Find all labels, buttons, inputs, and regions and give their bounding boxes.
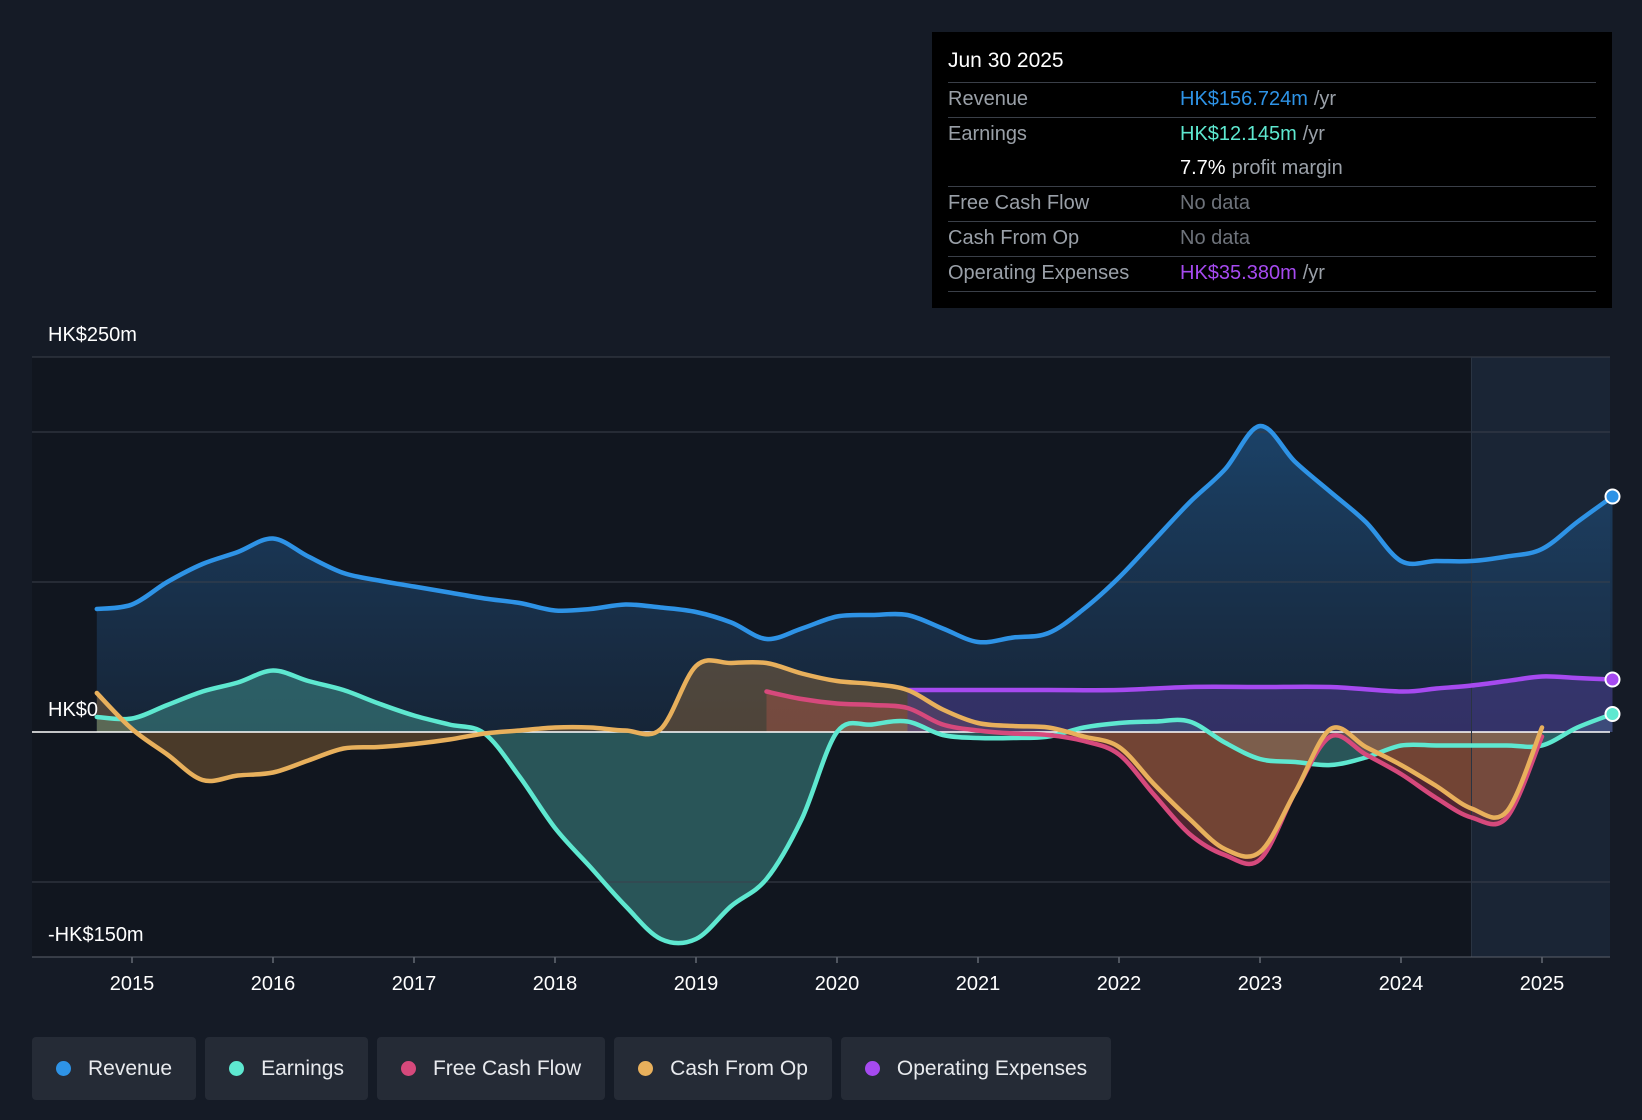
legend-label: Revenue <box>88 1056 173 1080</box>
x-tick-label: 2025 <box>1520 973 1565 995</box>
legend-dot-icon <box>400 1061 416 1076</box>
series-end-marker <box>1604 706 1621 722</box>
legend-item-revenue[interactable]: Revenue <box>32 1037 197 1100</box>
x-tick-label: 2020 <box>815 973 860 995</box>
series-line-free-cash-flow <box>764 689 1545 867</box>
legend-item-operating-expenses[interactable]: Operating Expenses <box>840 1037 1112 1100</box>
tooltip-row-fcf: Free Cash Flow No data <box>948 187 1596 222</box>
y-axis-label: HK$0 <box>48 699 98 721</box>
tooltip-row-cfo: Cash From Op No data <box>948 222 1596 257</box>
tooltip-cfo-value: No data <box>1180 227 1251 249</box>
tooltip-row-earnings: Earnings HK$12.145m /yr <box>948 118 1596 152</box>
tooltip-label: Cash From Op <box>948 227 1080 249</box>
tooltip-row-margin: 7.7% profit margin <box>948 152 1596 187</box>
x-tick-label: 2019 <box>674 973 719 995</box>
tooltip-margin-value: 7.7% <box>1180 157 1226 179</box>
legend-label: Earnings <box>261 1056 344 1080</box>
legend-label: Free Cash Flow <box>432 1056 582 1080</box>
legend-label: Operating Expenses <box>896 1056 1088 1080</box>
legend-dot-icon <box>229 1061 245 1076</box>
tooltip-earnings-value: HK$12.145m <box>1180 123 1297 145</box>
legend-dot-icon <box>864 1061 880 1076</box>
tooltip-row-revenue: Revenue HK$156.724m /yr <box>948 83 1596 118</box>
series-line-revenue <box>94 423 1615 645</box>
tooltip-label: Operating Expenses <box>948 262 1130 284</box>
x-tick-label: 2023 <box>1238 973 1283 995</box>
series-area-earnings <box>96 670 1613 944</box>
x-tick-label: 2018 <box>533 973 578 995</box>
tooltip-label: Free Cash Flow <box>948 192 1090 214</box>
series-end-marker <box>1604 488 1621 505</box>
tooltip-label: Earnings <box>948 123 1027 145</box>
x-tick-label: 2021 <box>956 973 1001 995</box>
tooltip-unit: /yr <box>1313 88 1337 110</box>
legend-item-earnings[interactable]: Earnings <box>205 1037 368 1100</box>
tooltip-unit: /yr <box>1302 262 1325 284</box>
tooltip-label: Revenue <box>948 88 1029 110</box>
y-axis-label: HK$250m <box>48 324 137 346</box>
legend-item-cash-from-op[interactable]: Cash From Op <box>614 1037 832 1100</box>
tooltip-margin-label: profit margin <box>1231 157 1343 179</box>
data-tooltip: Jun 30 2025 Revenue HK$156.724m /yr Earn… <box>932 32 1612 308</box>
x-tick-label: 2016 <box>251 973 296 995</box>
tooltip-row-opex: Operating Expenses HK$35.380m /yr <box>948 257 1596 292</box>
series-line-earnings <box>94 668 1615 946</box>
series-line-cash-from-op <box>94 658 1545 859</box>
y-axis-label: -HK$150m <box>48 924 144 946</box>
chart-legend: Revenue Earnings Free Cash Flow Cash Fro… <box>32 1037 1112 1100</box>
x-tick-label: 2015 <box>110 973 155 995</box>
series-area-cash-from-op <box>96 660 1542 857</box>
legend-dot-icon <box>638 1061 654 1076</box>
series-area-revenue <box>96 425 1613 732</box>
legend-label: Cash From Op <box>670 1056 808 1080</box>
tooltip-opex-value: HK$35.380m <box>1180 262 1297 284</box>
legend-item-free-cash-flow[interactable]: Free Cash Flow <box>376 1037 606 1100</box>
x-tick-label: 2017 <box>392 973 437 995</box>
legend-dot-icon <box>56 1061 71 1076</box>
x-tick-label: 2024 <box>1379 973 1424 995</box>
tooltip-date: Jun 30 2025 <box>948 46 1596 83</box>
tooltip-unit: /yr <box>1302 123 1325 145</box>
series-line-operating-expenses <box>905 674 1615 694</box>
series-end-marker <box>1604 671 1621 688</box>
tooltip-revenue-value: HK$156.724m <box>1180 88 1308 110</box>
tooltip-fcf-value: No data <box>1180 192 1251 214</box>
x-tick-label: 2022 <box>1097 973 1142 995</box>
